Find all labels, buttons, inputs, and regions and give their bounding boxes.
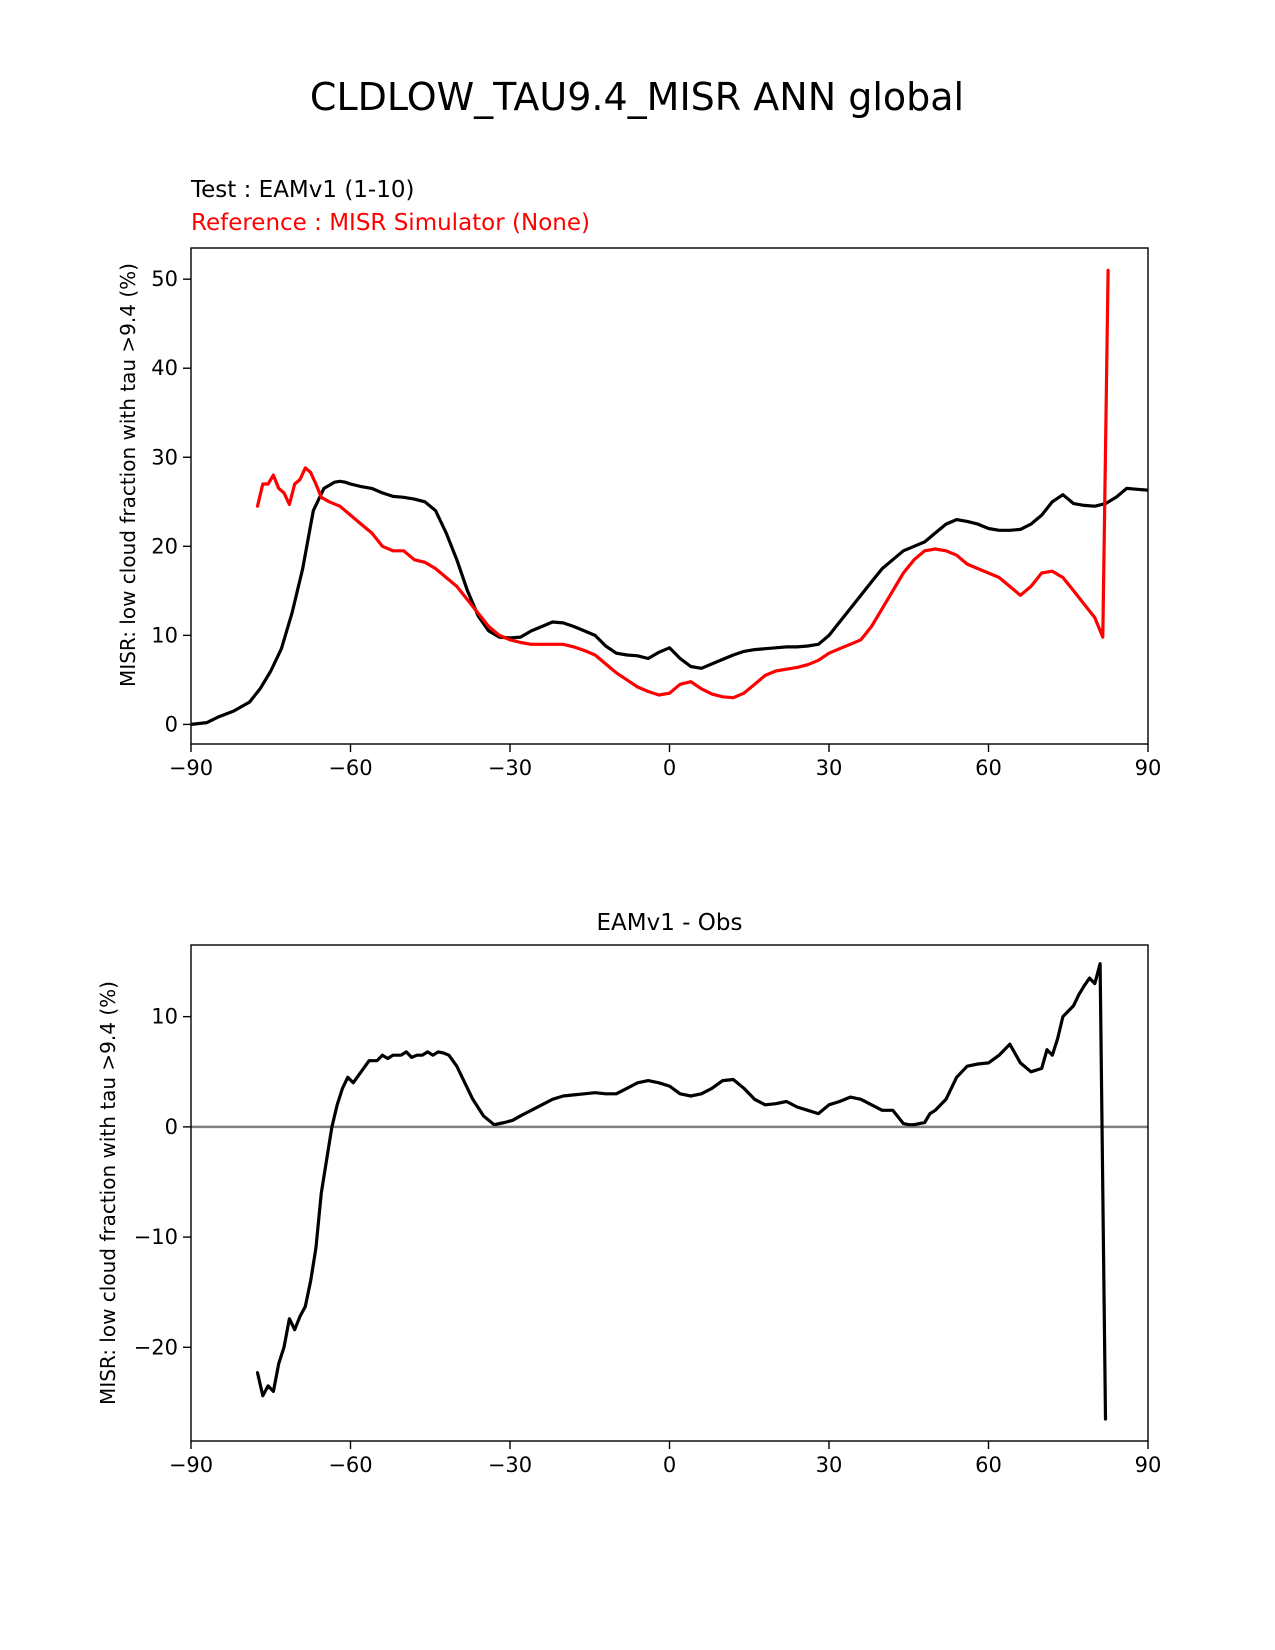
panel-test-reference: Test : EAMv1 (1-10) Reference : MISR Sim… bbox=[116, 177, 1161, 780]
x-tick-label: −30 bbox=[488, 1453, 532, 1477]
y-axis-label-bottom: MISR: low cloud fraction with tau >9.4 (… bbox=[96, 981, 120, 1405]
y-ticks-top: 0 10 20 30 40 50 bbox=[151, 267, 191, 736]
plot-area-top bbox=[191, 268, 1148, 726]
x-ticks-top: −90 −60 −30 0 30 60 90 bbox=[169, 744, 1162, 780]
panel-difference: EAMv1 - Obs MISR: low cloud fraction wit… bbox=[96, 910, 1161, 1477]
y-tick-label: 0 bbox=[165, 1115, 178, 1139]
y-axis-label-top: MISR: low cloud fraction with tau >9.4 (… bbox=[116, 263, 140, 687]
y-tick-label: 0 bbox=[165, 712, 178, 736]
x-ticks-bottom: −90 −60 −30 0 30 60 90 bbox=[169, 1441, 1162, 1477]
x-tick-label: 60 bbox=[975, 1453, 1002, 1477]
y-tick-label: 40 bbox=[151, 356, 178, 380]
difference-panel-title: EAMv1 - Obs bbox=[597, 910, 743, 936]
x-tick-label: 0 bbox=[663, 756, 676, 780]
x-tick-label: 30 bbox=[816, 1453, 843, 1477]
plot-area-bottom bbox=[191, 962, 1148, 1421]
x-tick-label: −90 bbox=[169, 1453, 213, 1477]
x-tick-label: −90 bbox=[169, 756, 213, 780]
test-series-line bbox=[191, 479, 1148, 726]
reference-legend-label: Reference : MISR Simulator (None) bbox=[191, 210, 590, 236]
x-tick-label: 0 bbox=[663, 1453, 676, 1477]
difference-series-line bbox=[255, 962, 1108, 1421]
x-tick-label: 90 bbox=[1135, 1453, 1162, 1477]
y-tick-label: 10 bbox=[151, 623, 178, 647]
y-tick-label: 30 bbox=[151, 445, 178, 469]
y-tick-label: 10 bbox=[151, 1005, 178, 1029]
x-tick-label: 90 bbox=[1135, 756, 1162, 780]
y-tick-label: −20 bbox=[134, 1335, 178, 1359]
y-tick-label: 50 bbox=[151, 267, 178, 291]
test-legend-label: Test : EAMv1 (1-10) bbox=[190, 177, 414, 203]
y-tick-label: −10 bbox=[134, 1225, 178, 1249]
y-tick-label: 20 bbox=[151, 534, 178, 558]
x-tick-label: 30 bbox=[816, 756, 843, 780]
y-ticks-bottom: −20 −10 0 10 bbox=[134, 1005, 191, 1359]
figure-title: CLDLOW_TAU9.4_MISR ANN global bbox=[310, 75, 964, 119]
x-tick-label: −30 bbox=[488, 756, 532, 780]
reference-series-line bbox=[255, 268, 1110, 700]
x-tick-label: −60 bbox=[328, 756, 372, 780]
x-tick-label: 60 bbox=[975, 756, 1002, 780]
x-tick-label: −60 bbox=[328, 1453, 372, 1477]
